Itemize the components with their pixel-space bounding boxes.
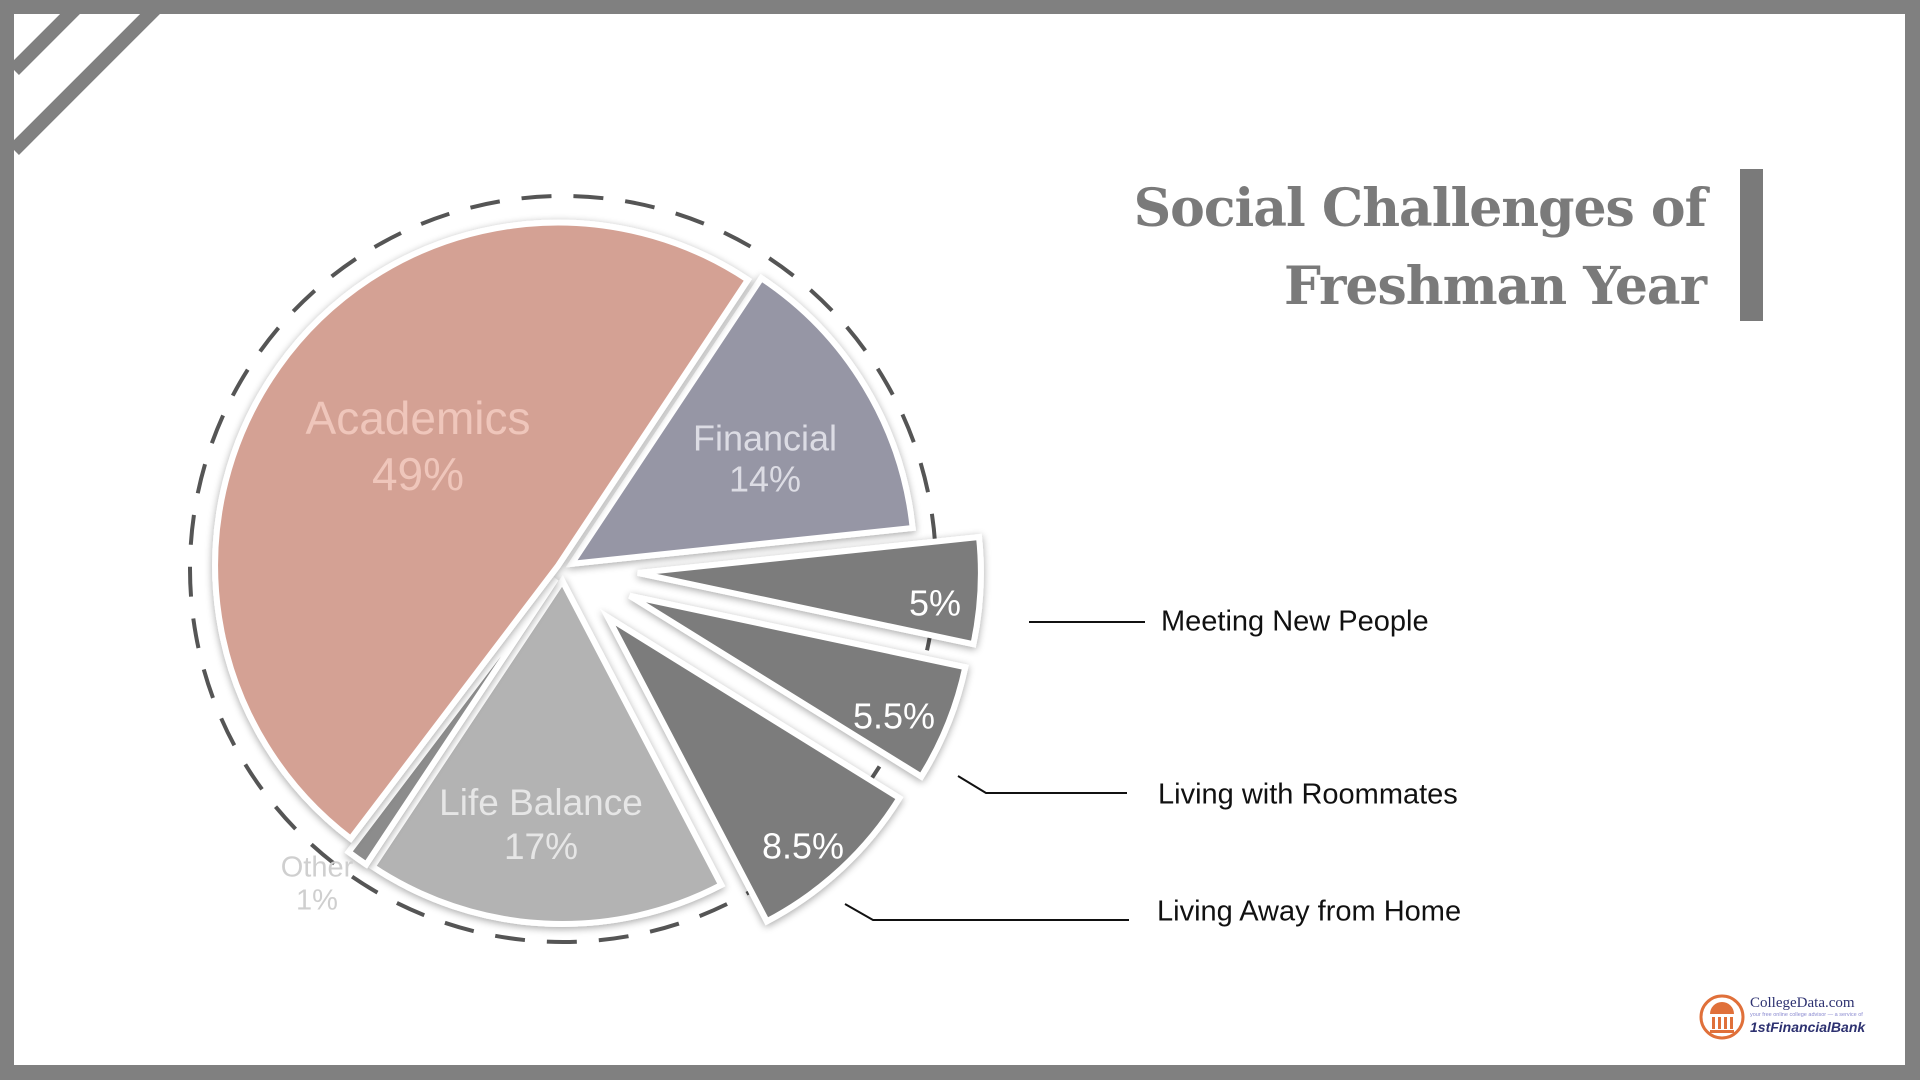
slice-name-label: Academics [306, 392, 531, 444]
pie-slice-meeting-new-people [637, 533, 984, 648]
leader-line [957, 775, 1127, 794]
logo-emblem-icon: CollegeData.com your free online college… [1699, 994, 1866, 1040]
pie-slice-academics [212, 219, 753, 843]
slice-name-label: Financial [693, 418, 837, 459]
leader-line [844, 903, 1129, 921]
slice-value-label: 14% [729, 459, 801, 500]
slice-value-label: 8.5% [762, 826, 844, 867]
pie-slice-financial [565, 273, 916, 568]
slice-name-label: Life Balance [439, 782, 643, 823]
legend-label-meeting-new-people: Meeting New People [1161, 605, 1429, 638]
legend-label-living-away-from-home: Living Away from Home [1157, 895, 1462, 928]
collegedata-logo: CollegeData.com your free online college… [1698, 990, 1888, 1044]
pie-slice-other [344, 576, 559, 869]
slice-value-label: 5.5% [853, 696, 935, 737]
title-accent-bar [1740, 169, 1763, 321]
logo-tagline: your free online college advisor — a ser… [1750, 1012, 1863, 1018]
slice-value-label: 1% [296, 885, 338, 917]
slice-name-label: Other [281, 852, 354, 884]
pie-slice-living-away-from-home [600, 609, 904, 926]
corner-stripe [9, 0, 94, 75]
legend-label-living-with-roommates: Living with Roommates [1158, 778, 1458, 811]
pie-slice-life-balance [368, 575, 726, 927]
logo-sponsor: 1stFinancialBank [1750, 1019, 1866, 1035]
slice-value-label: 17% [504, 826, 578, 867]
corner-stripe [9, 0, 165, 155]
title-line-1: Social Challenges of [1133, 178, 1707, 239]
pie-slice-living-with-roommates [628, 592, 969, 781]
chart-title: Social Challenges of Freshman Year [1133, 170, 1707, 326]
slice-value-label: 49% [372, 448, 464, 500]
title-line-2: Freshman Year [1284, 256, 1707, 317]
logo-brand: CollegeData.com [1750, 995, 1855, 1011]
slice-value-label: 5% [909, 583, 961, 624]
